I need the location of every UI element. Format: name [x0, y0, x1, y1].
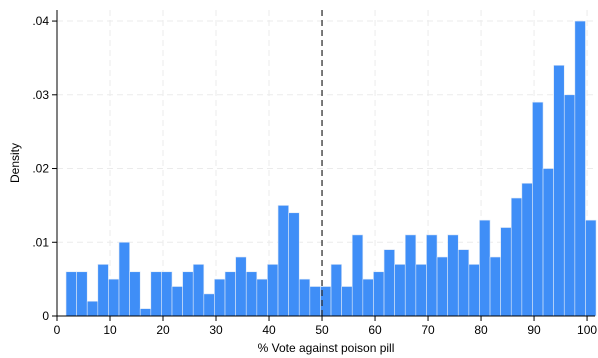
histogram-bar	[192, 264, 205, 317]
x-tick-label: 50	[315, 323, 329, 337]
histogram-bar	[298, 278, 311, 317]
histogram-bar	[235, 256, 247, 317]
histogram-bar	[108, 278, 120, 317]
histogram-bar	[574, 20, 586, 317]
histogram-bar	[457, 249, 470, 317]
histogram-bar	[161, 271, 173, 317]
histogram-bar	[373, 271, 385, 317]
histogram-bar	[404, 234, 417, 317]
histogram-bar	[245, 271, 258, 317]
x-tick-label: 70	[421, 323, 435, 337]
histogram-bar	[65, 271, 77, 317]
histogram-bar	[330, 264, 342, 317]
x-tick-label: 40	[262, 323, 276, 337]
histogram-bar	[542, 168, 554, 317]
histogram-bar	[76, 271, 88, 317]
histogram-bar	[351, 234, 364, 317]
histogram-bar	[256, 278, 268, 317]
histogram-bar	[447, 234, 459, 317]
axes	[56, 10, 595, 317]
histogram-bar	[224, 271, 236, 317]
x-tick-label: 30	[209, 323, 223, 337]
histogram-bar	[489, 256, 501, 317]
histogram-bar	[267, 264, 279, 317]
histogram-bar	[479, 219, 491, 317]
histogram-bar	[129, 271, 141, 317]
histogram-bar	[171, 286, 183, 317]
histogram-bar	[468, 264, 480, 317]
histogram-bar	[563, 94, 576, 317]
y-tick-label: .01	[32, 235, 49, 249]
histogram-bar	[415, 264, 427, 317]
histogram-bar	[521, 182, 533, 317]
histogram-bar	[585, 219, 597, 317]
histogram-bar	[532, 101, 544, 317]
histogram-bar	[309, 286, 321, 317]
histogram-bar	[97, 264, 109, 317]
histogram-bar	[394, 264, 406, 317]
y-tick-label: 0	[42, 309, 49, 323]
histogram-bar	[150, 271, 162, 317]
x-tick-label: 0	[54, 323, 61, 337]
y-axis-title: Density	[8, 143, 22, 183]
x-tick-label: 100	[577, 323, 597, 337]
x-tick-label: 10	[103, 323, 117, 337]
x-tick-label: 60	[368, 323, 382, 337]
histogram-bar	[341, 286, 353, 317]
histogram-bar	[277, 205, 289, 317]
histogram-bar	[553, 65, 565, 317]
histogram-bar	[500, 227, 512, 317]
histogram-bar	[510, 197, 523, 317]
histogram-bar	[362, 278, 374, 317]
histogram-bar	[139, 308, 152, 317]
x-tick-label: 90	[527, 323, 541, 337]
histogram-bar	[86, 300, 99, 317]
axis-ticks: 0 10 20 30 40 50 60 70 80 90 100 0 .01 .02 .03 .04	[32, 14, 597, 337]
x-tick-label: 20	[156, 323, 170, 337]
x-tick-label: 80	[474, 323, 488, 337]
histogram-bar	[436, 256, 448, 317]
histogram-bar	[288, 212, 300, 317]
histogram-bar	[118, 241, 130, 317]
histogram-bars	[65, 20, 597, 317]
histogram-bar	[214, 278, 226, 317]
y-tick-label: .03	[32, 88, 49, 102]
x-axis-title: % Vote against poison pill	[258, 341, 395, 355]
histogram-bar	[426, 234, 438, 317]
histogram-bar	[383, 249, 395, 317]
histogram-bar	[182, 271, 194, 317]
histogram-bar	[203, 293, 215, 317]
y-tick-label: .02	[32, 162, 49, 176]
y-tick-label: .04	[32, 14, 49, 28]
